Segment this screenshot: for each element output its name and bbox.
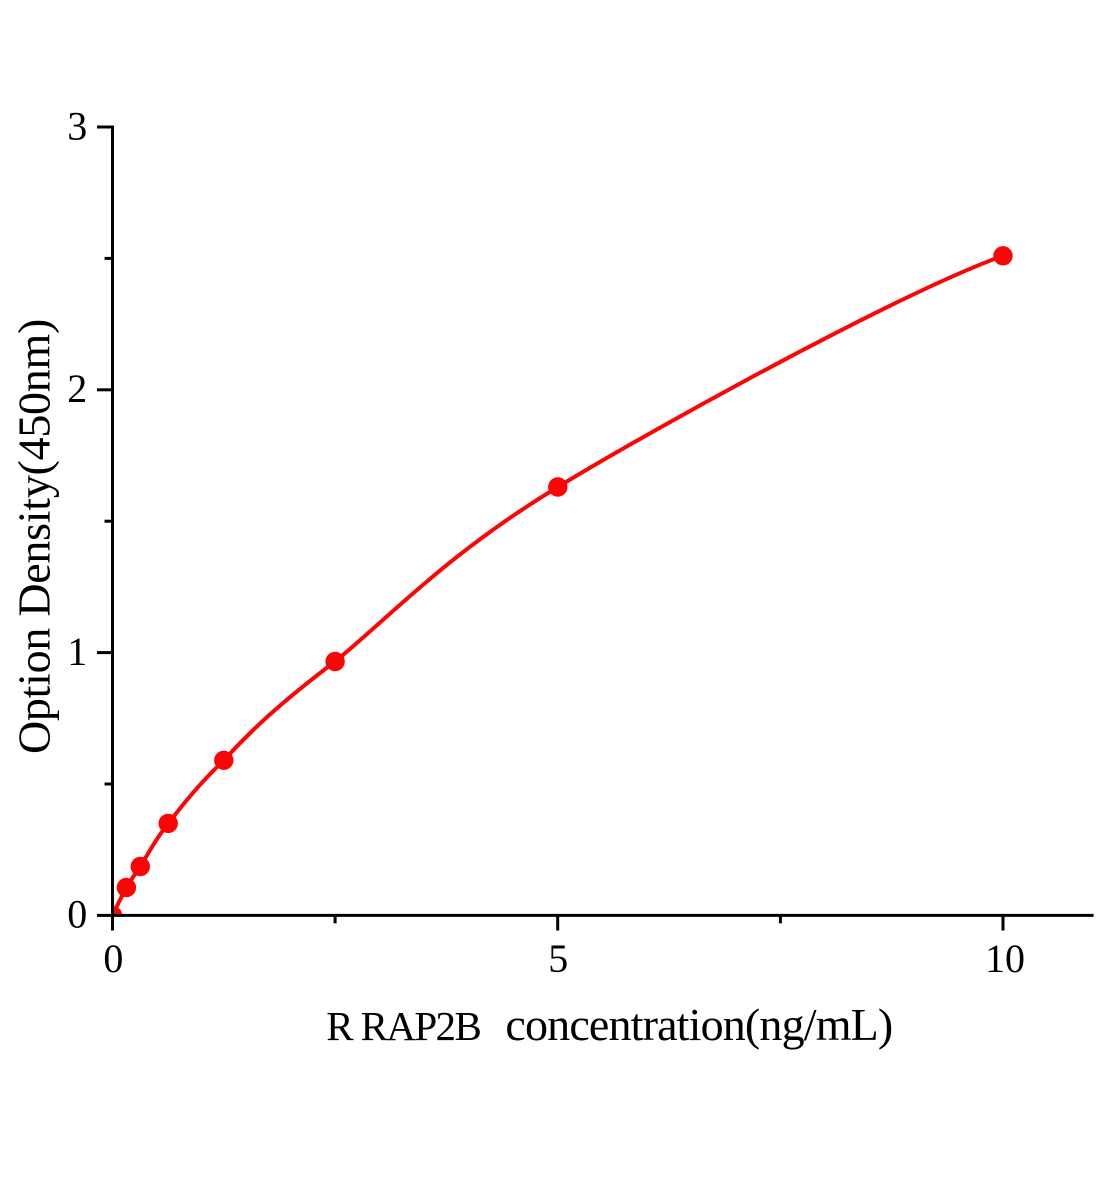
svg-text:Option Density(450nm): Option Density(450nm)	[8, 319, 59, 754]
svg-text:0: 0	[67, 892, 87, 937]
svg-text:2: 2	[67, 366, 87, 411]
svg-text:1: 1	[67, 629, 87, 674]
svg-text:3: 3	[67, 103, 87, 148]
svg-text:R RAP2B: R RAP2B	[326, 1003, 480, 1049]
svg-text:5: 5	[548, 936, 568, 981]
svg-text:10: 10	[985, 936, 1025, 981]
svg-text:0: 0	[103, 936, 123, 981]
svg-text:concentration(ng/mL): concentration(ng/mL)	[505, 999, 892, 1050]
